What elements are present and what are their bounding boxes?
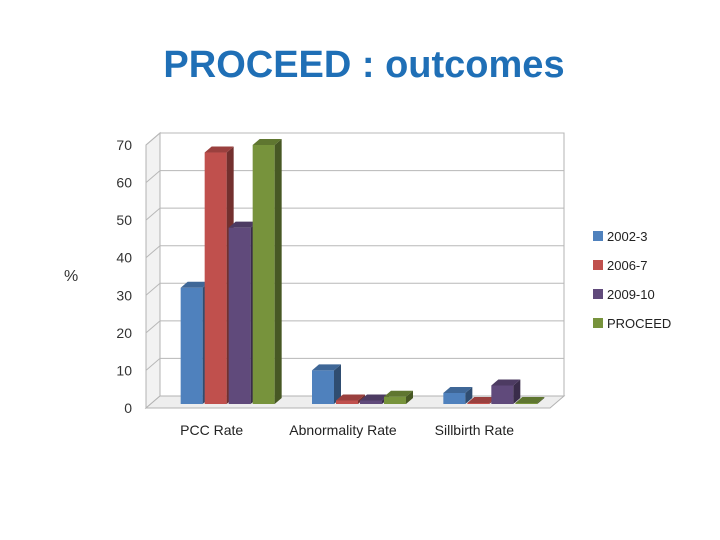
bar-top xyxy=(252,139,282,145)
bar-side xyxy=(465,386,473,404)
gridline xyxy=(145,132,564,146)
gridline xyxy=(145,282,564,296)
bar-side xyxy=(537,397,545,404)
legend-item: 2006-7 xyxy=(593,258,647,273)
bar xyxy=(491,379,521,404)
slide-title: PROCEED : outcomes xyxy=(163,44,565,86)
bar xyxy=(443,386,473,404)
bar-front xyxy=(384,396,406,404)
legend-item: PROCEED xyxy=(593,316,671,331)
y-tick-label: 0 xyxy=(124,400,132,416)
y-tick-label: 70 xyxy=(116,137,132,153)
gridline xyxy=(145,207,564,221)
gridline xyxy=(145,170,564,183)
bar xyxy=(312,364,341,404)
bar-side xyxy=(274,139,282,404)
bar-front xyxy=(360,400,382,404)
bar-top xyxy=(491,379,521,386)
bar-front xyxy=(204,152,227,404)
x-category-label: PCC Rate xyxy=(180,422,243,438)
bar-top xyxy=(180,281,210,288)
bar-top xyxy=(443,386,473,393)
gridline xyxy=(145,245,564,259)
bar-front xyxy=(180,287,203,404)
bar-front xyxy=(312,370,334,404)
bar-side xyxy=(406,390,413,404)
plot-area: 0 10 20 30 40 50 60 70 PCC Rate Abnormality Rate S… xyxy=(116,131,566,438)
legend-swatch xyxy=(593,318,603,328)
legend-swatch xyxy=(593,289,603,299)
y-tick-label: 40 xyxy=(116,250,132,266)
bar-top xyxy=(515,397,545,403)
legend-swatch xyxy=(593,231,603,241)
bar-side xyxy=(513,379,521,404)
legend-swatch xyxy=(593,260,603,270)
gridline xyxy=(145,320,564,334)
legend-item: 2002-3 xyxy=(593,229,647,244)
bar-front xyxy=(252,145,275,404)
legend-label: 2009-10 xyxy=(607,287,655,302)
y-tick-label: 10 xyxy=(116,362,132,378)
side-wall xyxy=(145,131,161,410)
bar xyxy=(515,397,545,404)
bar-front xyxy=(467,403,490,404)
y-axis-label: % xyxy=(64,268,79,285)
y-tick-label: 20 xyxy=(116,325,132,341)
bar-side xyxy=(334,364,341,404)
bar-top xyxy=(336,394,365,401)
bar-top xyxy=(360,394,389,401)
legend-label: PROCEED xyxy=(607,316,671,331)
legend-label: 2006-7 xyxy=(607,258,647,273)
y-tick-label: 30 xyxy=(116,287,132,303)
y-tick-label: 50 xyxy=(116,212,132,228)
legend-item: 2009-10 xyxy=(593,287,655,302)
bar-top xyxy=(384,390,413,397)
gridline xyxy=(145,357,564,371)
x-category-label: Sillbirth Rate xyxy=(435,422,515,438)
bar-front xyxy=(491,385,514,404)
legend-label: 2002-3 xyxy=(607,229,647,244)
bar-top xyxy=(228,221,258,228)
bar-front xyxy=(228,227,251,404)
legend: 2002-3 2006-7 2009-10 PROCEED xyxy=(593,229,671,331)
y-tick-label: 60 xyxy=(116,175,132,191)
bar-front xyxy=(515,403,538,404)
x-category-label: Abnormality Rate xyxy=(289,422,397,438)
bar xyxy=(384,390,413,404)
bar-top xyxy=(312,364,341,371)
bar xyxy=(252,139,282,404)
bar-front xyxy=(443,392,466,404)
bar-top xyxy=(467,397,497,403)
bar-front xyxy=(336,400,358,404)
bar-top xyxy=(204,146,234,153)
